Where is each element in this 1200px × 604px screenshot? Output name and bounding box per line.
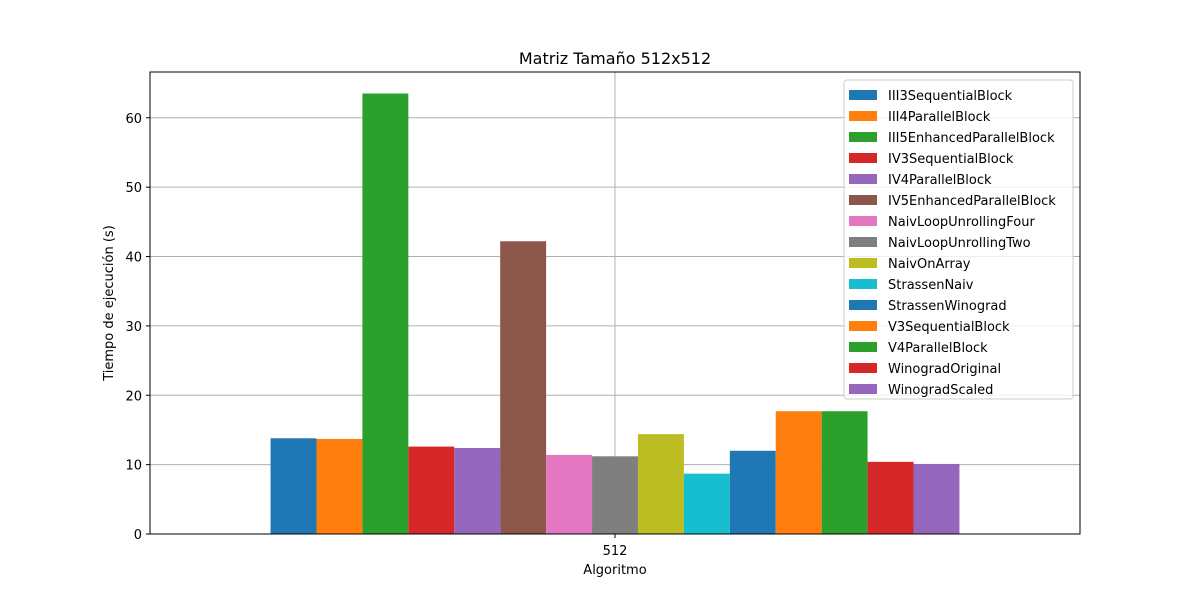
x-axis: 512 [603,534,628,559]
legend-label: III4ParallelBlock [888,110,991,125]
legend-swatch [849,342,877,352]
y-tick-label: 10 [125,459,142,474]
legend-label: WinogradScaled [888,383,993,398]
legend-frame [843,79,1074,400]
bar-iv4parallelblock [454,447,501,534]
bar-naivloopunrollingtwo [592,456,638,534]
bar-v4parallelblock [821,411,868,534]
legend-label: NaivLoopUnrollingFour [888,215,1035,230]
legend-label: V3SequentialBlock [888,320,1010,335]
legend-swatch [849,216,877,226]
legend-swatch [849,237,877,247]
legend-swatch [849,384,877,394]
legend-label: StrassenWinograd [888,299,1007,314]
legend: III3SequentialBlock III4ParallelBlock III5… [843,79,1074,400]
y-tick-label: 50 [125,181,142,196]
legend-swatch [849,195,877,205]
legend-label: III5EnhancedParallelBlock [888,131,1055,146]
bar-iv3sequentialblock [408,446,455,534]
y-tick-label: 0 [134,528,142,543]
legend-label: IV3SequentialBlock [888,152,1014,167]
legend-label: NaivOnArray [888,257,971,272]
legend-swatch [849,279,877,289]
y-tick-label: 60 [125,112,142,127]
bar-iii5enhancedparallelblock [362,93,409,534]
legend-label: WinogradOriginal [888,362,1001,377]
bar-strassenwinograd [729,450,776,534]
legend-swatch [849,153,877,163]
bar-winogradoriginal [867,461,914,534]
bar-v3sequentialblock [775,411,822,534]
bar-naivonarray [637,434,684,534]
legend-swatch [849,132,877,142]
bar-naivloopunrollingfour [546,454,593,534]
legend-label: IV5EnhancedParallelBlock [888,194,1056,209]
legend-swatch [849,258,877,268]
x-tick-label: 512 [603,544,628,559]
legend-label: NaivLoopUnrollingTwo [888,236,1031,251]
legend-swatch [849,111,877,121]
y-tick-label: 30 [125,320,142,335]
legend-label: StrassenNaiv [888,278,974,293]
legend-swatch [849,174,877,184]
bar-iii4parallelblock [316,438,363,534]
legend-label: IV4ParallelBlock [888,173,992,188]
bar-iv5enhancedparallelblock [500,241,547,534]
bar-strassennaiv [683,473,730,534]
x-axis-label: Algoritmo [583,563,646,578]
y-tick-label: 40 [125,251,142,266]
legend-swatch [849,300,877,310]
legend-swatch [849,90,877,100]
bar-winogradscaled [913,463,960,534]
legend-swatch [849,363,877,373]
legend-label: V4ParallelBlock [888,341,988,356]
legend-label: III3SequentialBlock [888,89,1013,104]
y-axis: 0 10 20 30 40 50 60 [125,112,150,543]
y-axis-label: Tiempo de ejecución (s) [102,225,117,382]
y-tick-label: 20 [125,389,142,404]
bar-iii3sequentialblock [270,438,317,534]
chart-title: Matriz Tamaño 512x512 [519,49,711,68]
legend-swatch [849,321,877,331]
bars-group [270,93,960,534]
